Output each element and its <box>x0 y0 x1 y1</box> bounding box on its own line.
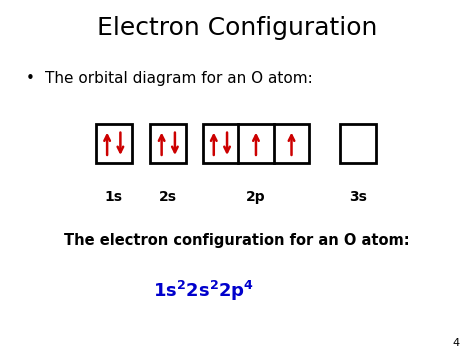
Text: 4: 4 <box>453 338 460 348</box>
Bar <box>203 124 309 163</box>
Text: 1s: 1s <box>105 190 123 204</box>
Text: The electron configuration for an O atom:: The electron configuration for an O atom… <box>64 233 410 247</box>
Text: 3s: 3s <box>349 190 367 204</box>
Text: $\mathbf{1s^22s^22p^4}$: $\mathbf{1s^22s^22p^4}$ <box>153 279 255 303</box>
Bar <box>151 124 186 163</box>
Text: The orbital diagram for an O atom:: The orbital diagram for an O atom: <box>45 71 313 86</box>
Text: Electron Configuration: Electron Configuration <box>97 16 377 40</box>
Bar <box>96 124 131 163</box>
Text: •: • <box>26 71 35 86</box>
Text: 2s: 2s <box>159 190 177 204</box>
Bar <box>340 124 375 163</box>
Text: 2p: 2p <box>246 190 266 204</box>
